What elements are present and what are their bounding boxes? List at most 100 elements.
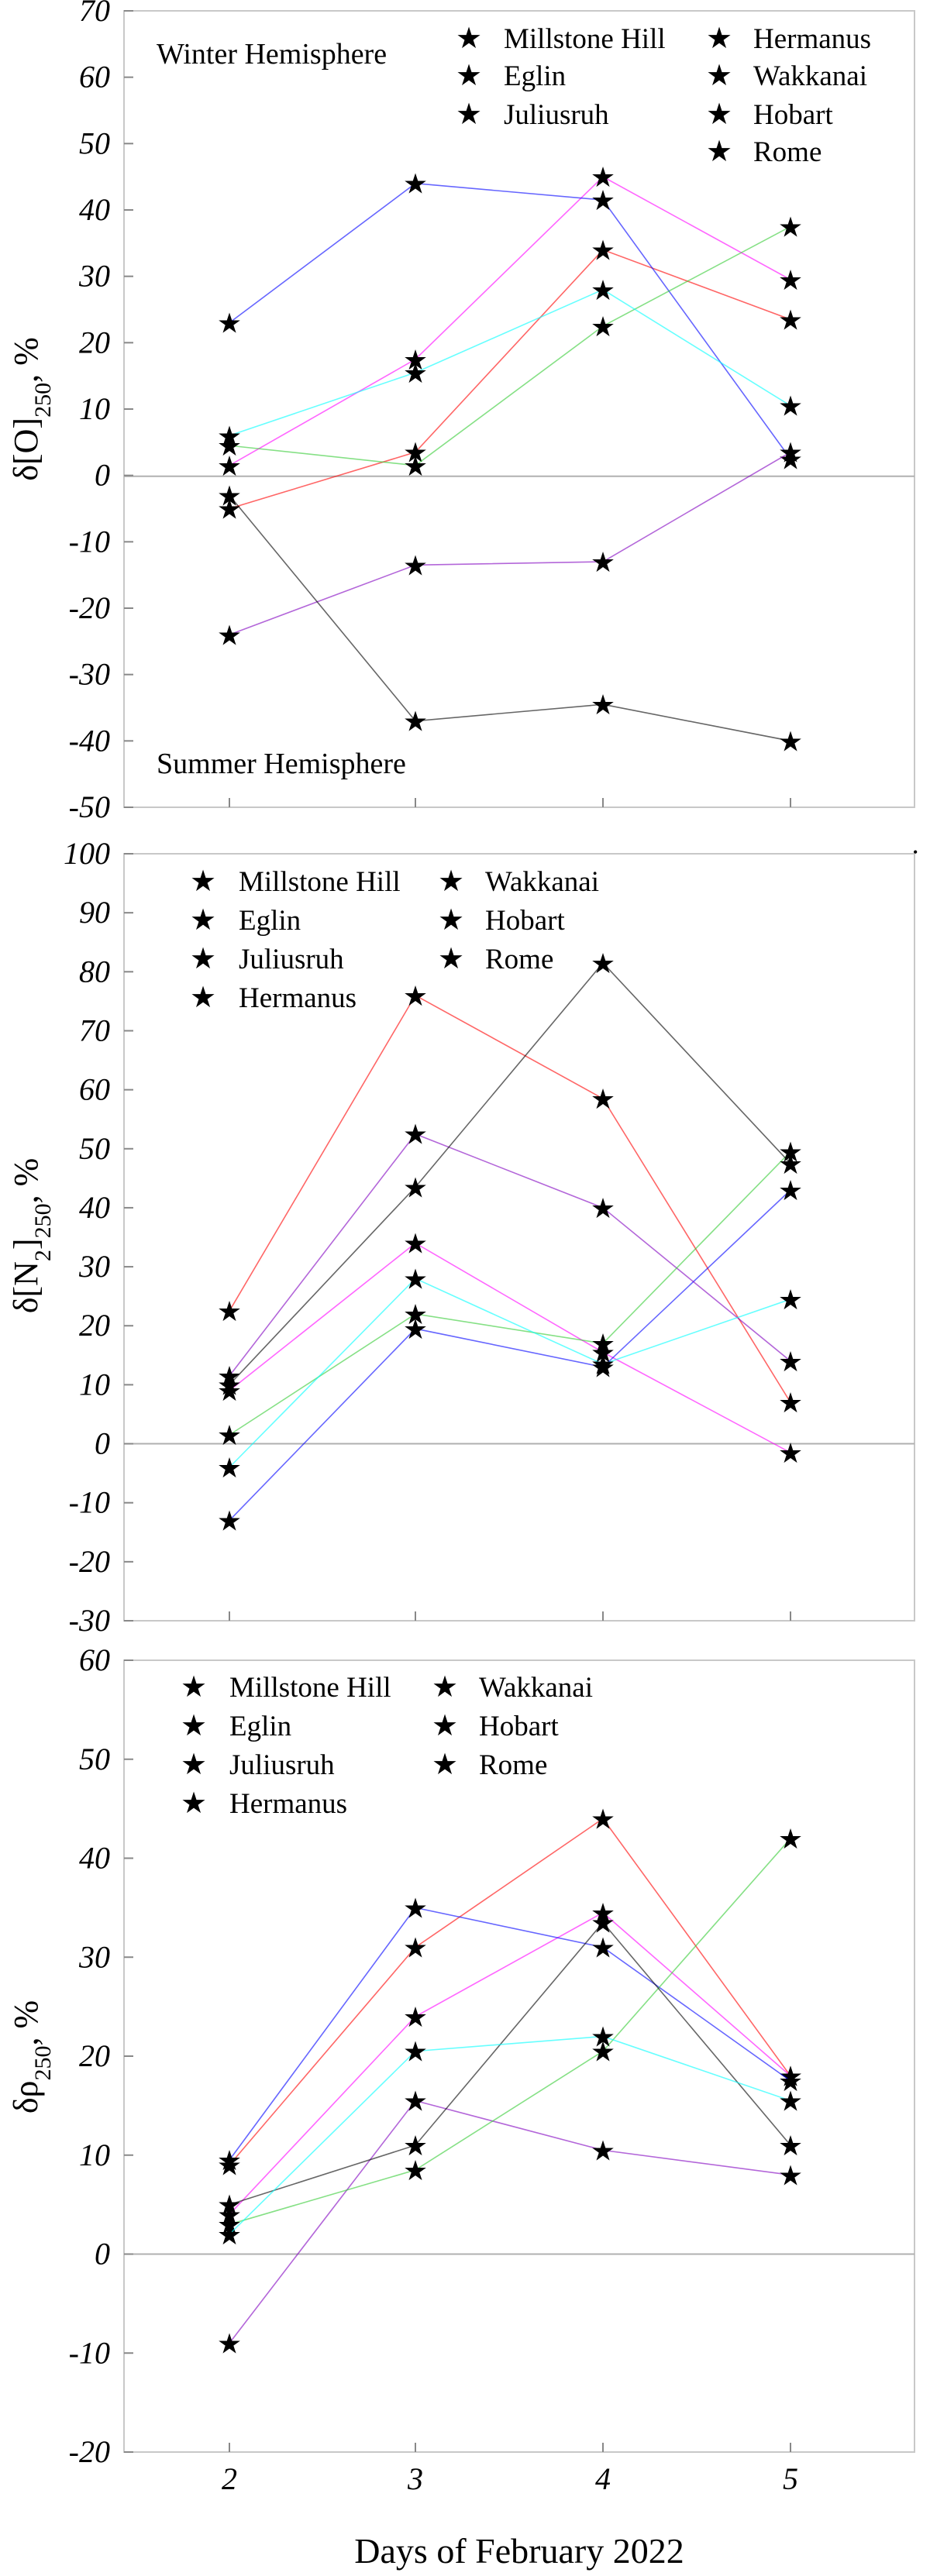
data-point: ★ [403, 2131, 428, 2162]
data-point: ★ [217, 480, 242, 511]
data-point: ★ [591, 1193, 615, 1224]
data-point: ★ [403, 2037, 428, 2068]
series-line [229, 1189, 791, 1522]
series-line [229, 451, 791, 636]
data-point: ★ [591, 185, 615, 216]
data-point: ★ [591, 1350, 615, 1381]
series-line [229, 1818, 791, 2166]
panel-rho-legend: ★ Millstone Hill ★ Eglin ★ Juliusruh ★ H… [181, 1671, 593, 1820]
panel-n2-series: ★★★★★★★★★★★★★★★★★★★★★★★★★★★★ [217, 948, 803, 1537]
legend-marker: ★ [706, 98, 732, 131]
legend-label: Hobart [485, 905, 565, 937]
data-point: ★ [217, 1506, 242, 1537]
panel-n2-frame [123, 853, 915, 1622]
legend-label: Hermanus [753, 23, 871, 55]
y-tick-label: 70 [79, 1013, 110, 1047]
series-line [229, 288, 791, 437]
data-point: ★ [591, 1353, 615, 1384]
data-point: ★ [778, 1149, 803, 1180]
y-tick-label: 0 [95, 1426, 110, 1461]
y-tick-label: 20 [79, 1308, 110, 1343]
legend-marker: ★ [432, 1671, 458, 1704]
data-point: ★ [591, 2135, 615, 2166]
data-point: ★ [217, 1370, 242, 1401]
legend-marker: ★ [432, 1749, 458, 1781]
y-tick-label: 40 [79, 1190, 110, 1225]
y-tick-label: 40 [79, 192, 110, 227]
data-point: ★ [403, 2086, 428, 2117]
y-tick-label: -20 [69, 590, 110, 625]
legend-label: Juliusruh [229, 1749, 335, 1781]
legend-marker: ★ [181, 1671, 207, 1704]
panel-o-x-ticks [229, 798, 791, 807]
y-tick-label: -10 [69, 524, 110, 559]
legend-marker: ★ [190, 865, 216, 898]
data-point: ★ [403, 550, 428, 581]
data-point: ★ [403, 345, 428, 376]
y-tick-label: -20 [69, 1544, 110, 1579]
data-point: ★ [217, 421, 242, 452]
data-point: ★ [403, 1229, 428, 1260]
data-point: ★ [403, 2155, 428, 2186]
data-point: ★ [591, 1898, 615, 1929]
data-point: ★ [778, 1175, 803, 1206]
data-point: ★ [403, 169, 428, 200]
series-line [229, 1838, 791, 2225]
data-point: ★ [591, 235, 615, 266]
legend-marker: ★ [706, 60, 732, 92]
data-point: ★ [403, 981, 428, 1012]
y-tick-label: 0 [95, 458, 110, 493]
data-point: ★ [217, 1453, 242, 1484]
series-line [229, 1907, 791, 2161]
panel-o-series: ★★★★★★★★★★★★★★ ★★★★★★★★★★★★★★ [217, 162, 803, 757]
panel-rho-y-ticks: -20 -10 0 10 20 30 40 50 60 [69, 1642, 133, 2469]
y-tick-label: 30 [78, 259, 110, 294]
data-point: ★ [778, 2160, 803, 2191]
x-axis-title: Days of February 2022 [354, 2531, 684, 2571]
x-tick-label: 3 [407, 2461, 423, 2496]
y-tick-label: 10 [79, 1367, 110, 1401]
data-point: ★ [778, 1438, 803, 1469]
data-point: ★ [217, 308, 242, 339]
legend-label: Rome [479, 1749, 547, 1781]
y-tick-label: 100 [64, 836, 110, 871]
series-line [229, 1151, 791, 1436]
legend-label: Eglin [239, 905, 301, 937]
data-point: ★ [403, 2002, 428, 2033]
data-point: ★ [778, 391, 803, 422]
panel-n2-legend: ★ Millstone Hill ★ Eglin ★ Juliusruh ★ H… [190, 865, 599, 1014]
legend-marker: ★ [456, 60, 482, 92]
y-tick-label: 50 [79, 1131, 110, 1166]
winter-hemisphere-label: Winter Hemisphere [157, 38, 387, 71]
panel-n2-y-ticks: -30 -20 -10 0 10 20 30 40 50 60 70 80 90 100 [64, 836, 133, 1638]
data-point: ★ [217, 2210, 242, 2241]
panel-rho-series: ★★★★★★★★★★★★★★★★★★★★★★★★★★ ★★ [217, 1804, 803, 2359]
y-tick-label: 10 [79, 2137, 110, 2172]
legend-label: Wakkanai [753, 60, 867, 92]
y-tick-label: -50 [69, 789, 110, 824]
series-line [229, 1921, 791, 2206]
legend-label: Juliusruh [239, 944, 344, 975]
legend-label: Millstone Hill [504, 23, 666, 55]
data-point: ★ [217, 620, 242, 651]
y-tick-label: -30 [69, 1603, 110, 1638]
series-line [229, 249, 791, 510]
data-point: ★ [403, 1299, 428, 1330]
data-point: ★ [778, 2086, 803, 2117]
data-point: ★ [778, 1285, 803, 1316]
y-tick-label: -10 [69, 2335, 110, 2370]
series-line [229, 494, 791, 742]
y-tick-label: 60 [79, 1072, 110, 1107]
y-tick-label: 50 [79, 1742, 110, 1776]
panel-rho-x-ticks: 2 3 4 5 [222, 2443, 798, 2496]
data-point: ★ [778, 1346, 803, 1377]
data-point: ★ [591, 1932, 615, 1963]
panel-o-y-ticks: -50 -40 -30 -20 -10 0 10 20 30 40 50 60 70 [69, 0, 133, 824]
legend-marker: ★ [456, 98, 482, 131]
legend-marker: ★ [438, 904, 464, 937]
panel-n2-y-axis-title: δ[N2]250, % [7, 1158, 56, 1313]
data-point: ★ [403, 438, 428, 469]
legend-marker: ★ [190, 904, 216, 937]
